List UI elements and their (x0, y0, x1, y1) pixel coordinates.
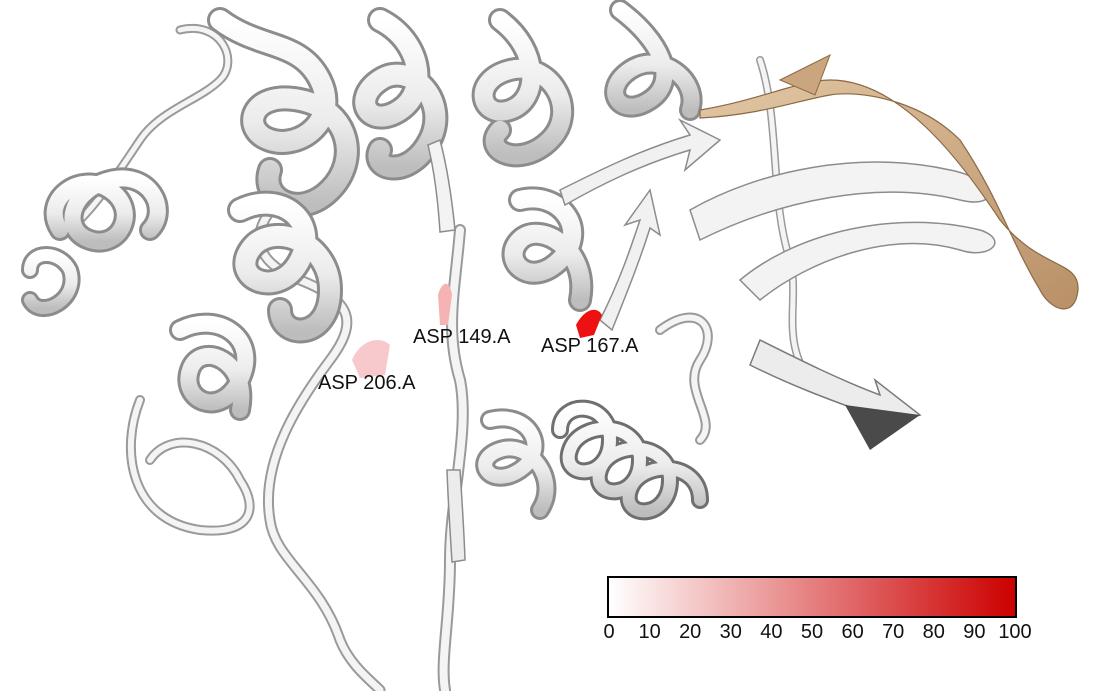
color-scale-tick-label: 90 (963, 621, 986, 643)
color-scale-tick-label: 100 (998, 621, 1032, 643)
color-scale-tick-label: 60 (841, 621, 864, 643)
color-scale-tick-label: 0 (603, 621, 615, 643)
helices (21, 0, 709, 521)
color-scale-tick-label: 10 (638, 621, 661, 643)
color-scale-tick-label: 80 (922, 621, 945, 643)
residue-label-asp-167: ASP 167.A (541, 335, 639, 357)
highlighted-segment (699, 53, 1079, 310)
residue-label-asp-149: ASP 149.A (413, 326, 511, 348)
color-scale-bar (607, 576, 1017, 618)
residue-label-asp-206: ASP 206.A (318, 372, 416, 394)
color-scale-tick-label: 50 (800, 621, 824, 643)
color-scale-tick-label: 30 (719, 621, 742, 643)
color-scale-tick-label: 40 (760, 621, 783, 643)
color-scale-tick-label: 70 (882, 621, 905, 643)
residue-highlights (352, 283, 602, 378)
color-scale-tick-label: 20 (679, 621, 702, 643)
beta-strands (427, 118, 996, 563)
